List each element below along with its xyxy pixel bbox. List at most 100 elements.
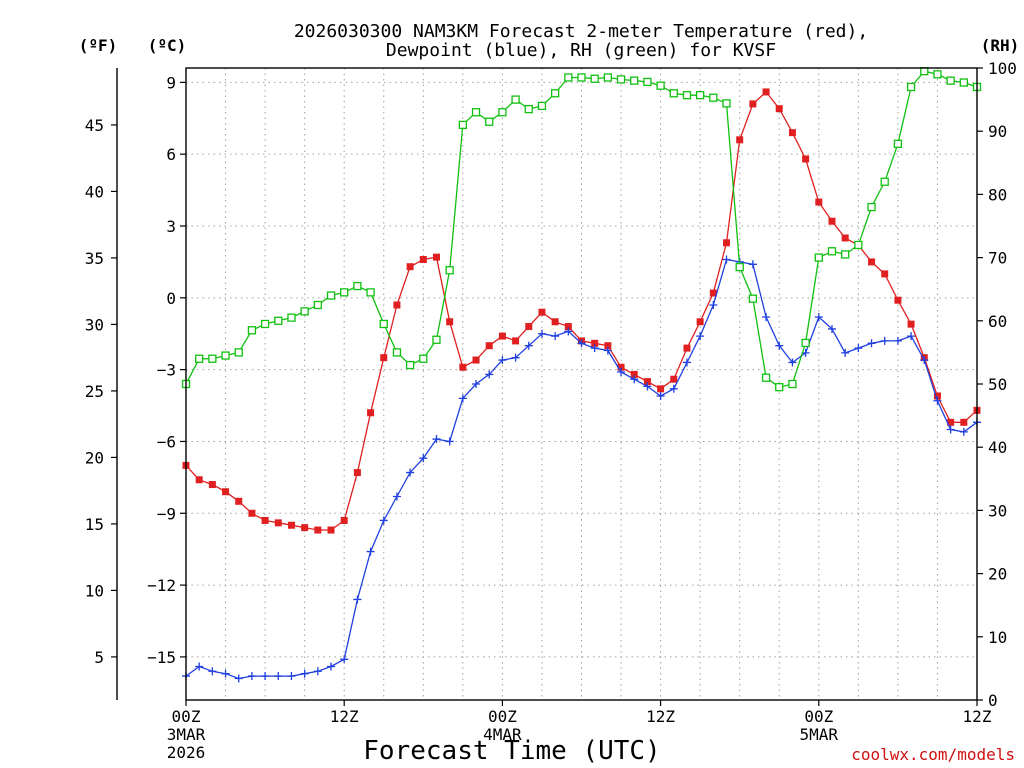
dewpoint-point: [643, 382, 652, 391]
temperature-point: [459, 363, 467, 371]
dewpoint-point: [366, 547, 375, 556]
rh-point: [260, 319, 270, 329]
dewpoint-point: [419, 454, 428, 463]
temperature-point: [551, 318, 559, 326]
dewpoint-point: [748, 260, 757, 269]
temperature-point: [630, 370, 638, 378]
dewpoint-point: [234, 674, 243, 683]
temperature-point: [327, 526, 335, 534]
temperature-point: [314, 526, 322, 534]
rh-point: [735, 262, 744, 272]
rh-point: [590, 74, 599, 83]
dewpoint-point: [564, 327, 573, 336]
dewpoint-point: [327, 662, 336, 671]
rh-tick-label: 70: [988, 249, 1007, 268]
rh-point: [748, 294, 758, 303]
rh-point: [524, 104, 533, 114]
temperature-point: [261, 516, 269, 524]
temperature-point: [696, 318, 704, 326]
temperature-point: [947, 418, 955, 426]
rh-point: [458, 120, 468, 130]
temperature-point: [881, 270, 889, 278]
rh-point: [630, 76, 639, 85]
fahrenheit-tick-label: 15: [85, 515, 104, 534]
fahrenheit-tick-label: 20: [85, 448, 104, 467]
rh-point: [300, 307, 309, 316]
dewpoint-point: [775, 341, 784, 350]
temperature-point: [432, 253, 440, 261]
x-tick-label: 12Z: [330, 707, 359, 726]
temperature-point: [960, 418, 968, 426]
rh-point: [471, 108, 481, 117]
rh-tick-label: 60: [988, 312, 1007, 331]
rh-point: [577, 73, 586, 82]
dewpoint-point: [682, 358, 691, 367]
rh-point: [195, 354, 204, 363]
temperature-point: [208, 481, 216, 489]
x-axis-title: Forecast Time (UTC): [363, 736, 660, 766]
rh-point: [537, 101, 547, 111]
temperature-point: [446, 318, 454, 326]
rh-point: [920, 67, 929, 76]
temperature-point: [248, 509, 256, 517]
credit-text: coolwx.com/models: [851, 745, 1015, 764]
temperature-point: [393, 301, 401, 309]
x-tick-date-label: 3MAR: [167, 725, 206, 744]
rh-point: [405, 360, 415, 370]
fahrenheit-tick-label: 25: [85, 382, 104, 401]
dewpoint-point: [788, 358, 797, 367]
temperature-point: [525, 323, 533, 331]
dewpoint-point: [590, 344, 599, 353]
temperature-point: [235, 497, 243, 505]
temperature-point: [222, 488, 230, 496]
rh-point: [722, 99, 731, 108]
temperature-point: [419, 256, 427, 264]
temperature-point: [538, 308, 546, 316]
x-tick-label: 12Z: [963, 707, 992, 726]
dewpoint-point: [603, 346, 612, 355]
dewpoint-point: [946, 425, 955, 434]
dewpoint-point: [313, 667, 322, 676]
rh-point: [353, 281, 362, 291]
dewpoint-point: [287, 672, 296, 681]
x-tick-year-label: 2026: [167, 743, 206, 762]
rh-point: [814, 253, 823, 262]
rh-point: [867, 202, 876, 212]
dewpoint-point: [261, 672, 270, 681]
celsius-tick-label: −12: [147, 576, 176, 595]
dewpoint-point: [577, 339, 586, 348]
x-tick-label: 00Z: [804, 707, 833, 726]
temperature-point: [749, 100, 757, 108]
dewpoint-point: [814, 312, 823, 321]
dewpoint-point: [195, 662, 204, 671]
temperature-point: [498, 332, 506, 340]
rh-tick-label: 100: [988, 59, 1017, 78]
rh-point: [669, 89, 678, 98]
temperature-point: [287, 521, 295, 529]
rh-tick-label: 0: [988, 691, 998, 710]
rh-point: [616, 75, 626, 84]
dewpoint-point: [432, 435, 441, 444]
rh-point: [880, 177, 889, 186]
rh-tick-label: 50: [988, 375, 1007, 394]
rh-point: [366, 288, 375, 297]
dewpoint-point: [445, 437, 454, 446]
rh-tick-label: 30: [988, 501, 1007, 520]
celsius-tick-label: −6: [157, 432, 176, 451]
rh-point: [946, 76, 955, 85]
rh-point: [893, 139, 903, 148]
fahrenheit-unit-label: (ºF): [79, 36, 118, 55]
temperature-point: [762, 88, 770, 96]
x-tick-date-label: 5MAR: [800, 725, 839, 744]
celsius-tick-label: 6: [166, 145, 176, 164]
temperature-point: [380, 354, 388, 362]
temperature-point: [670, 375, 678, 383]
dewpoint-point: [485, 370, 494, 379]
temperature-point: [868, 258, 876, 266]
dewpoint-point: [472, 380, 481, 388]
dewpoint-point: [458, 394, 467, 403]
dewpoint-point: [854, 344, 863, 353]
temperature-point: [604, 342, 612, 350]
dewpoint-point: [537, 329, 546, 338]
temperature-point: [591, 339, 599, 347]
